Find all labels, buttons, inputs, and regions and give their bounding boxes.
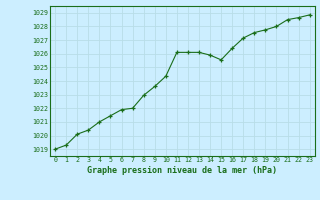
X-axis label: Graphe pression niveau de la mer (hPa): Graphe pression niveau de la mer (hPa) [87, 166, 277, 175]
